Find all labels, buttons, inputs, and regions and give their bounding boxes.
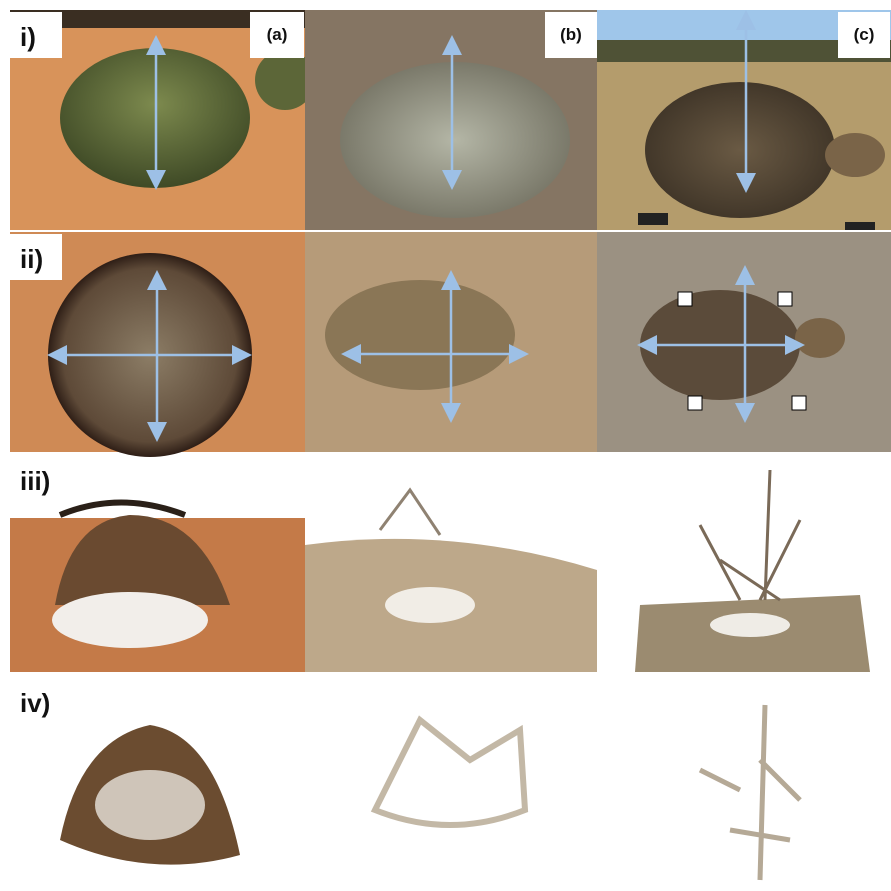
column-label: (a) bbox=[267, 25, 288, 44]
row-ii-photos bbox=[10, 232, 891, 457]
label-box bbox=[10, 12, 62, 58]
row-label: i) bbox=[20, 22, 36, 52]
column-label: (b) bbox=[560, 25, 582, 44]
row-label: ii) bbox=[20, 244, 43, 274]
row-i-photos bbox=[10, 10, 891, 230]
column-label: (c) bbox=[854, 25, 875, 44]
row-label: iii) bbox=[20, 466, 50, 496]
page: i) ii) iii) iv) (a) (b) (c) (() => { con… bbox=[0, 0, 891, 891]
row-iii-renders bbox=[10, 470, 870, 672]
row-label: iv) bbox=[20, 688, 50, 718]
row-iv-renders bbox=[60, 705, 800, 880]
figure: i) ii) iii) iv) (a) (b) (c) bbox=[0, 0, 891, 891]
